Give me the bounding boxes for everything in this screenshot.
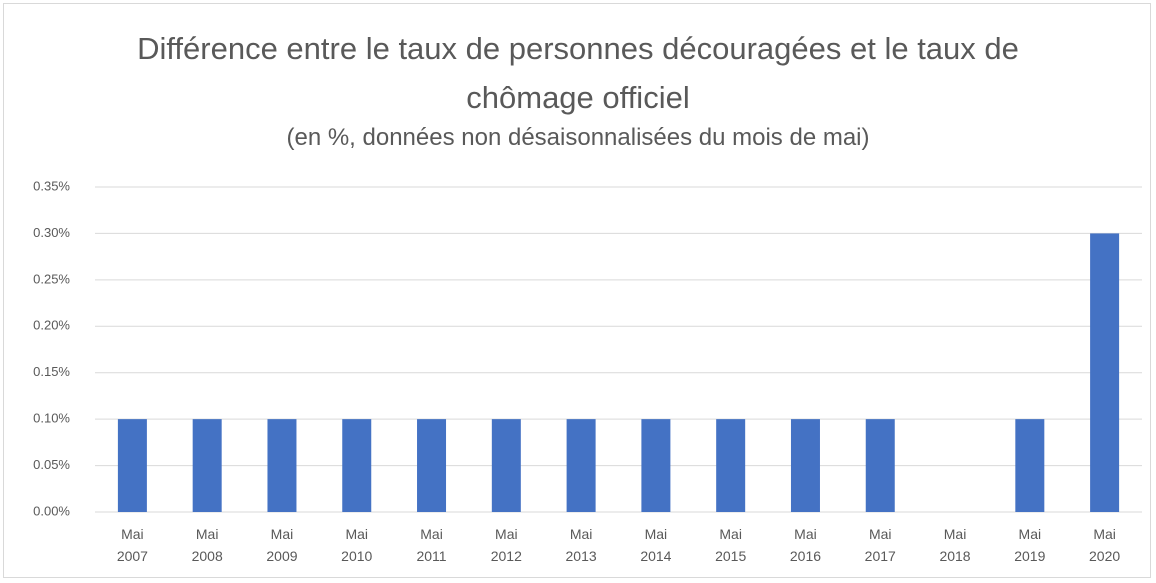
bar (1015, 419, 1045, 512)
bar (192, 419, 222, 512)
x-tick-label: Mai 2013 (565, 526, 597, 564)
x-tick-label: Mai 2017 (864, 526, 896, 564)
bar (267, 419, 297, 512)
x-tick-label: Mai 2014 (640, 526, 672, 564)
bar (117, 419, 147, 512)
bar (491, 419, 521, 512)
x-tick-label: Mai 2019 (1014, 526, 1046, 564)
bar (566, 419, 596, 512)
x-tick-label: Mai 2015 (715, 526, 747, 564)
bar (1090, 233, 1120, 512)
x-tick-label: Mai 2009 (266, 526, 298, 564)
x-tick-label: Mai 2020 (1089, 526, 1121, 564)
chart-border (3, 3, 1151, 578)
bar (790, 419, 820, 512)
bar (641, 419, 671, 512)
y-tick-label: 0.10% (33, 411, 70, 426)
x-tick-label: Mai 2016 (789, 526, 822, 564)
x-tick-label: Mai 2012 (490, 526, 522, 564)
y-tick-label: 0.20% (33, 318, 70, 333)
x-tick-label: Mai 2008 (191, 526, 223, 564)
x-tick-label: Mai 2010 (341, 526, 373, 564)
y-tick-label: 0.15% (33, 364, 70, 379)
y-tick-label: 0.30% (33, 225, 70, 240)
bar (417, 419, 447, 512)
y-tick-label: 0.05% (33, 457, 70, 472)
chart-title: Différence entre le taux de personnes dé… (137, 31, 1019, 115)
y-tick-label: 0.00% (33, 503, 70, 518)
x-tick-label: Mai 2011 (416, 526, 447, 564)
x-tick-label: Mai 2007 (116, 526, 148, 564)
chart-subtitle: (en %, données non désaisonnalisées du m… (286, 124, 870, 151)
y-tick-label: 0.35% (33, 178, 70, 193)
bar (342, 419, 372, 512)
x-tick-label: Mai 2018 (939, 526, 971, 564)
y-tick-label: 0.25% (33, 271, 70, 286)
bar (716, 419, 746, 512)
bar (865, 419, 895, 512)
